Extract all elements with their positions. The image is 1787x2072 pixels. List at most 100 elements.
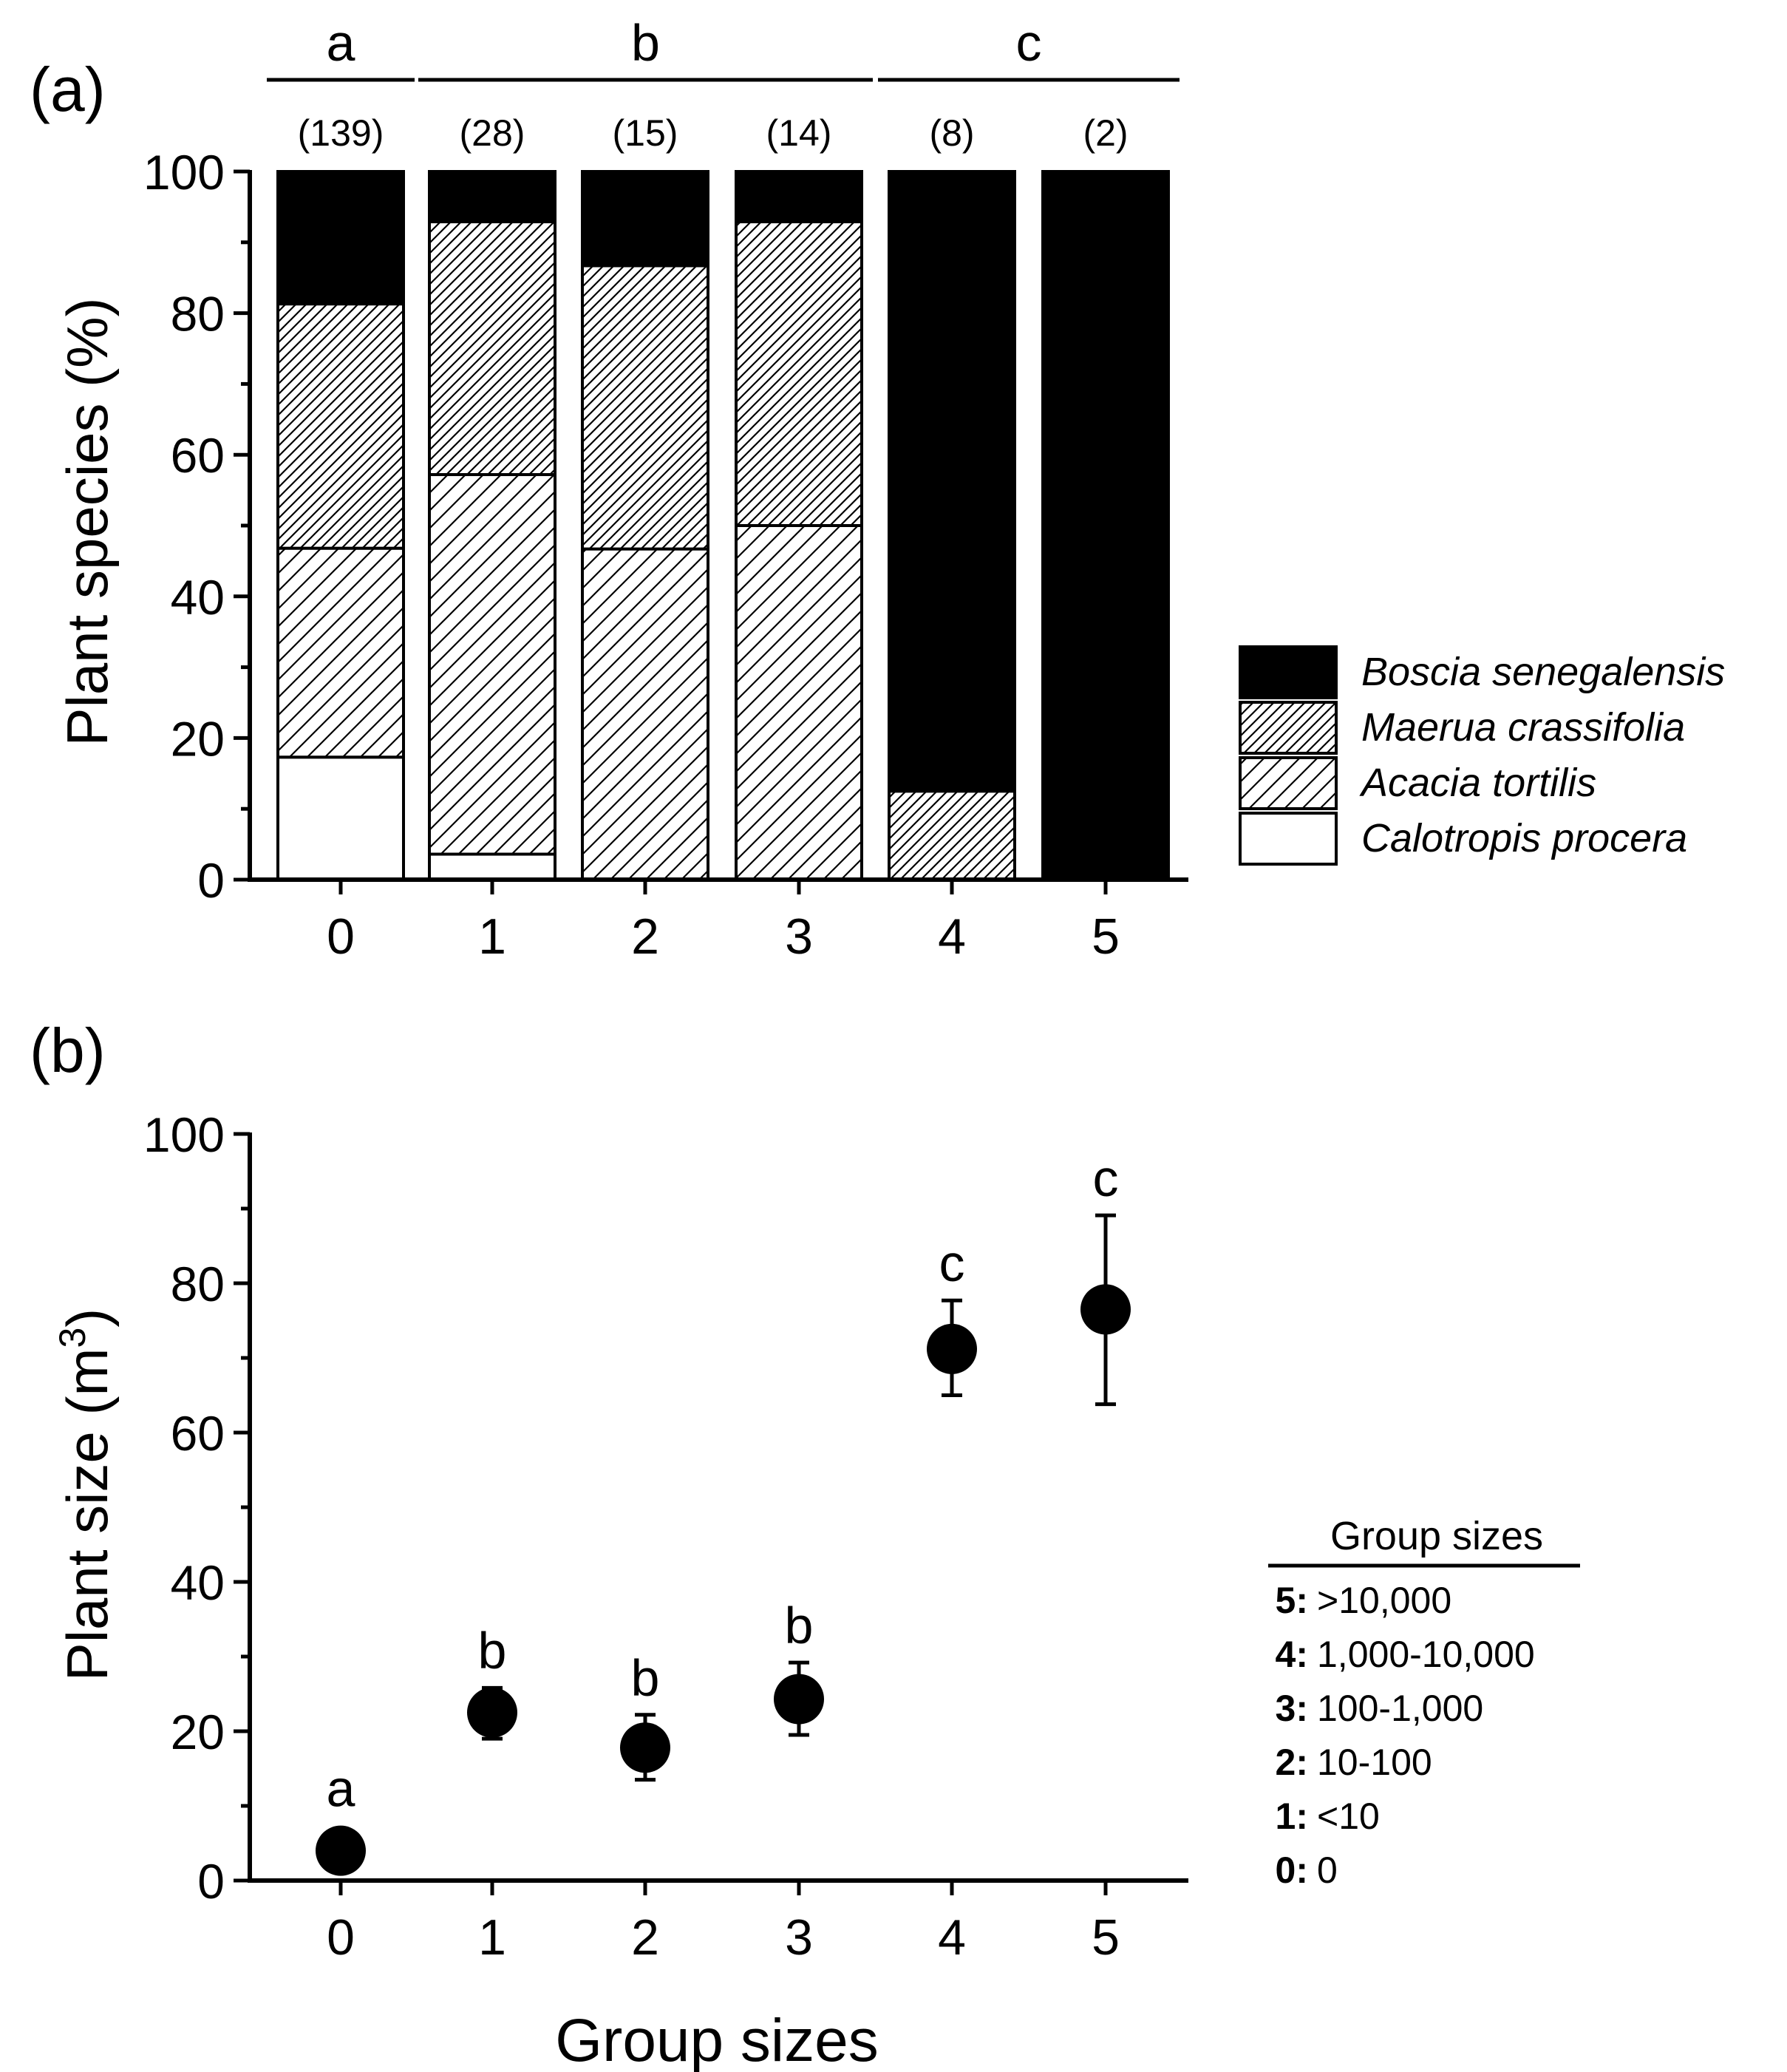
panel-a-axes: 0 20 40 60 80 100 0 1 2 3 4 5: [143, 145, 1188, 965]
y-label-superscript: 3: [52, 1328, 93, 1348]
bar-segment: [735, 170, 863, 224]
panel-a-bars: [276, 170, 1170, 881]
sample-size-label: (14): [766, 112, 832, 154]
panel-a-y-axis-label: Plant species (%): [55, 298, 120, 747]
significance-letter: b: [785, 1597, 814, 1654]
bar-segment: [735, 220, 863, 527]
bar-segment: [428, 220, 556, 477]
x-tick-label: 4: [938, 1909, 966, 1966]
legend-swatch: [1239, 756, 1338, 810]
legend-label: Acacia tortilis: [1359, 761, 1596, 805]
legend-key: 4:: [1276, 1634, 1308, 1675]
significance-letter: c: [1093, 1149, 1119, 1207]
y-tick-label: 80: [171, 1257, 225, 1311]
data-point: [927, 1323, 977, 1374]
legend-value: >10,000: [1317, 1580, 1451, 1621]
y-tick-label: 0: [197, 853, 225, 908]
y-label-end: ): [55, 1308, 120, 1328]
panel-b: (b) 0 20 40 60 80 100 0 1 2 3 4 5 a b b b c c Plant size…: [30, 1016, 1580, 2072]
legend-swatch: [1239, 645, 1338, 699]
bar-segment: [581, 264, 709, 551]
legend-key: 2:: [1276, 1742, 1308, 1783]
panel-a-legend: Boscia senegalensis Maerua crassifolia Aca…: [1239, 645, 1725, 866]
legend-value: 10-100: [1317, 1742, 1432, 1783]
x-tick-label: 3: [785, 1909, 813, 1966]
y-tick-label: 20: [171, 1705, 225, 1759]
y-label-base: Plant size (m: [55, 1348, 120, 1682]
legend-swatch: [1239, 701, 1338, 755]
bar-segment: [888, 170, 1016, 793]
significance-letter: b: [631, 1649, 660, 1707]
legend-value: 100-1,000: [1317, 1688, 1483, 1729]
bar-segment: [735, 524, 863, 881]
y-tick-label: 40: [171, 570, 225, 625]
panel-a-sample-sizes: (139) (28) (15) (14) (8) (2): [298, 112, 1129, 154]
x-tick-label: 5: [1092, 908, 1120, 965]
x-tick-label: 0: [327, 908, 355, 965]
legend-label: Calotropis procera: [1361, 816, 1687, 860]
x-tick-label: 2: [631, 908, 659, 965]
bar-segment: [581, 547, 709, 881]
significance-letter: c: [939, 1234, 965, 1292]
x-tick-label: 5: [1092, 1909, 1120, 1966]
sample-size-label: (2): [1083, 112, 1128, 154]
significance-letter: b: [631, 14, 660, 72]
legend-value: 1,000-10,000: [1317, 1634, 1535, 1675]
bar-segment: [276, 302, 405, 550]
bar-segment: [428, 852, 556, 881]
sample-size-label: (28): [460, 112, 525, 154]
significance-letter: c: [1016, 14, 1042, 72]
legend-key: 1:: [1276, 1796, 1308, 1837]
y-tick-label: 60: [171, 428, 225, 483]
legend-swatch: [1239, 812, 1338, 866]
legend-key: 5:: [1276, 1580, 1308, 1621]
x-tick-label: 2: [631, 1909, 659, 1966]
x-tick-label: 0: [327, 1909, 355, 1966]
sample-size-label: (8): [929, 112, 974, 154]
legend-label: Maerua crassifolia: [1361, 705, 1685, 750]
sample-size-label: (15): [613, 112, 678, 154]
bar-segment: [888, 789, 1016, 881]
y-tick-label: 100: [143, 1107, 225, 1162]
data-point: [467, 1687, 517, 1738]
significance-letter: a: [327, 1760, 355, 1818]
panel-a-label: (a): [30, 55, 106, 124]
bar-segment: [1041, 170, 1170, 881]
x-tick-label: 4: [938, 908, 966, 965]
bar-segment: [276, 755, 405, 881]
bar-segment: [276, 170, 405, 306]
y-tick-label: 20: [171, 711, 225, 766]
bar-segment: [428, 170, 556, 224]
legend-key: 3:: [1276, 1688, 1308, 1729]
data-point: [774, 1674, 824, 1725]
bar-segment: [428, 473, 556, 856]
y-tick-label: 80: [171, 287, 225, 342]
legend-value: <10: [1317, 1796, 1380, 1837]
panel-b-points: a b b b c c: [316, 1149, 1131, 1876]
panel-b-x-axis-label: Group sizes: [555, 2007, 879, 2072]
panel-b-y-axis-label: Plant size (m3): [52, 1308, 120, 1682]
legend-label: Boscia senegalensis: [1361, 650, 1725, 694]
significance-letter: a: [327, 14, 355, 72]
bar-segment: [276, 546, 405, 759]
y-tick-label: 40: [171, 1555, 225, 1610]
data-point: [1080, 1284, 1131, 1335]
legend-value: 0: [1317, 1849, 1338, 1891]
panel-a-significance-groups: a b c: [267, 14, 1180, 82]
x-tick-label: 3: [785, 908, 813, 965]
legend-title: Group sizes: [1330, 1514, 1543, 1558]
sample-size-label: (139): [298, 112, 384, 154]
significance-letter: b: [478, 1622, 507, 1679]
y-tick-label: 60: [171, 1406, 225, 1461]
x-tick-label: 1: [478, 1909, 506, 1966]
y-tick-label: 0: [197, 1854, 225, 1909]
x-tick-label: 1: [478, 908, 506, 965]
data-point: [620, 1722, 670, 1773]
bar-segment: [581, 170, 709, 268]
y-tick-label: 100: [143, 145, 225, 200]
legend-key: 0:: [1276, 1849, 1308, 1891]
data-point: [316, 1825, 366, 1876]
